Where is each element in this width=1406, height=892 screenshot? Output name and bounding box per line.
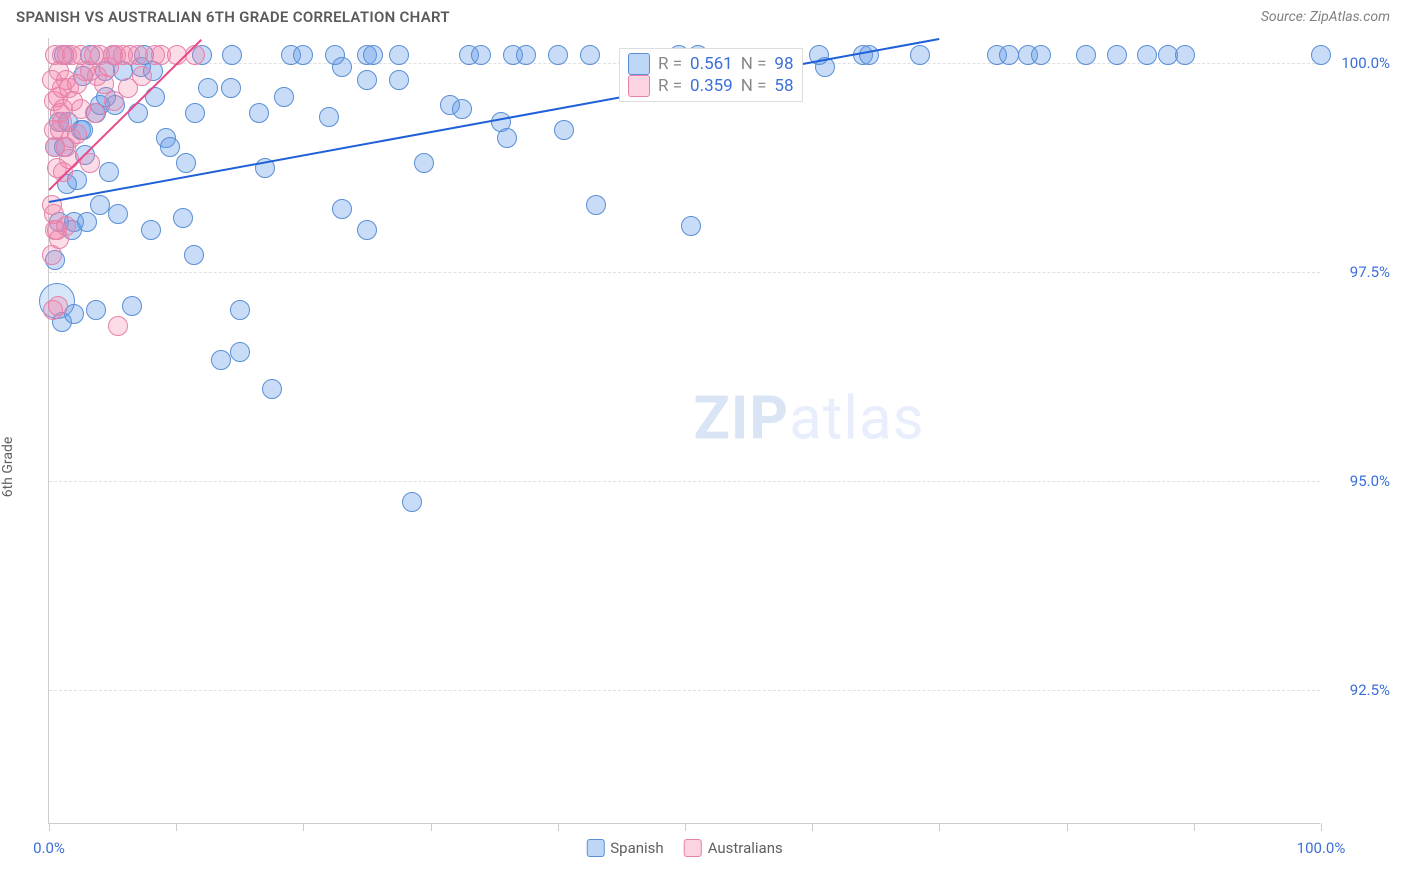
scatter-point-spanish <box>122 296 142 316</box>
scatter-point-spanish <box>910 45 930 65</box>
scatter-point-spanish <box>332 57 352 77</box>
scatter-point-spanish <box>586 195 606 215</box>
scatter-point-australians <box>132 66 152 86</box>
y-tick-label: 95.0% <box>1350 472 1390 490</box>
x-tick <box>1194 823 1195 831</box>
scatter-point-spanish <box>176 153 196 173</box>
scatter-point-australians <box>108 316 128 336</box>
legend-label: Spanish <box>610 839 663 857</box>
gridline-horizontal <box>49 272 1320 273</box>
scatter-point-spanish <box>86 300 106 320</box>
scatter-point-spanish <box>274 87 294 107</box>
x-tick <box>558 823 559 831</box>
scatter-point-spanish <box>471 45 491 65</box>
x-tick <box>49 823 50 831</box>
scatter-point-spanish <box>184 245 204 265</box>
scatter-point-spanish <box>357 220 377 240</box>
scatter-point-spanish <box>108 204 128 224</box>
scatter-point-spanish <box>173 208 193 228</box>
scatter-point-spanish <box>497 128 517 148</box>
x-tick <box>1067 823 1068 831</box>
y-tick-label: 97.5% <box>1350 263 1390 281</box>
x-tick <box>431 823 432 831</box>
scatter-point-spanish <box>319 107 339 127</box>
scatter-point-australians <box>59 149 79 169</box>
scatter-point-spanish <box>414 153 434 173</box>
scatter-point-spanish <box>77 212 97 232</box>
scatter-point-spanish <box>221 78 241 98</box>
legend-swatch <box>628 53 650 75</box>
x-tick <box>812 823 813 831</box>
scatter-point-spanish <box>548 45 568 65</box>
chart-title: SPANISH VS AUSTRALIAN 6TH GRADE CORRELAT… <box>16 8 450 26</box>
watermark: ZIPatlas <box>693 383 924 454</box>
x-tick-label: 100.0% <box>1297 839 1346 857</box>
legend-swatch <box>628 75 650 97</box>
series-legend-item: Spanish <box>586 839 663 857</box>
source-attribution: Source: ZipAtlas.com <box>1261 9 1390 25</box>
scatter-point-spanish <box>580 45 600 65</box>
scatter-point-spanish <box>222 45 242 65</box>
scatter-point-spanish <box>452 99 472 119</box>
scatter-point-spanish <box>554 120 574 140</box>
scatter-point-australians <box>48 296 68 316</box>
scatter-point-spanish <box>1137 45 1157 65</box>
gridline-horizontal <box>49 690 1320 691</box>
scatter-point-spanish <box>1076 45 1096 65</box>
scatter-point-spanish <box>389 45 409 65</box>
x-tick <box>176 823 177 831</box>
y-axis-label: 6th Grade <box>0 437 16 498</box>
scatter-point-spanish <box>211 350 231 370</box>
scatter-point-spanish <box>141 220 161 240</box>
scatter-point-spanish <box>230 342 250 362</box>
legend-label: Australians <box>708 839 783 857</box>
scatter-point-spanish <box>859 45 879 65</box>
scatter-point-australians <box>85 103 105 123</box>
x-tick <box>303 823 304 831</box>
scatter-point-spanish <box>1175 45 1195 65</box>
scatter-point-spanish <box>1031 45 1051 65</box>
scatter-point-spanish <box>160 137 180 157</box>
legend-swatch <box>684 839 702 857</box>
scatter-point-spanish <box>332 199 352 219</box>
scatter-point-spanish <box>357 70 377 90</box>
scatter-point-spanish <box>1107 45 1127 65</box>
scatter-point-spanish <box>249 103 269 123</box>
scatter-point-australians <box>67 124 87 144</box>
legend-swatch <box>586 839 604 857</box>
correlation-legend-row: R = 0.561 N = 98 <box>628 53 794 75</box>
scatter-point-spanish <box>516 45 536 65</box>
x-tick <box>685 823 686 831</box>
scatter-point-spanish <box>185 103 205 123</box>
scatter-point-spanish <box>389 70 409 90</box>
x-tick <box>1321 823 1322 831</box>
scatter-point-spanish <box>262 379 282 399</box>
y-tick-label: 92.5% <box>1350 681 1390 699</box>
scatter-point-spanish <box>1311 45 1331 65</box>
scatter-point-australians <box>56 216 76 236</box>
y-tick-label: 100.0% <box>1341 54 1390 72</box>
scatter-point-spanish <box>99 162 119 182</box>
x-tick <box>939 823 940 831</box>
scatter-point-spanish <box>230 300 250 320</box>
correlation-legend: R = 0.561 N = 98R = 0.359 N = 58 <box>619 48 803 102</box>
scatter-point-spanish <box>999 45 1019 65</box>
gridline-horizontal <box>49 481 1320 482</box>
scatter-point-spanish <box>402 492 422 512</box>
plot-area: 92.5%95.0%97.5%100.0%0.0%100.0%ZIPatlasR… <box>48 38 1320 824</box>
series-legend: Spanish Australians <box>586 839 783 857</box>
series-legend-item: Australians <box>684 839 783 857</box>
x-tick-label: 0.0% <box>33 839 65 857</box>
scatter-point-spanish <box>293 45 313 65</box>
chart-container: 6th Grade 92.5%95.0%97.5%100.0%0.0%100.0… <box>0 30 1406 888</box>
correlation-legend-row: R = 0.359 N = 58 <box>628 75 794 97</box>
chart-header: SPANISH VS AUSTRALIAN 6TH GRADE CORRELAT… <box>0 0 1406 30</box>
scatter-point-spanish <box>681 216 701 236</box>
scatter-point-spanish <box>363 45 383 65</box>
scatter-point-australians <box>185 45 205 65</box>
scatter-point-spanish <box>198 78 218 98</box>
